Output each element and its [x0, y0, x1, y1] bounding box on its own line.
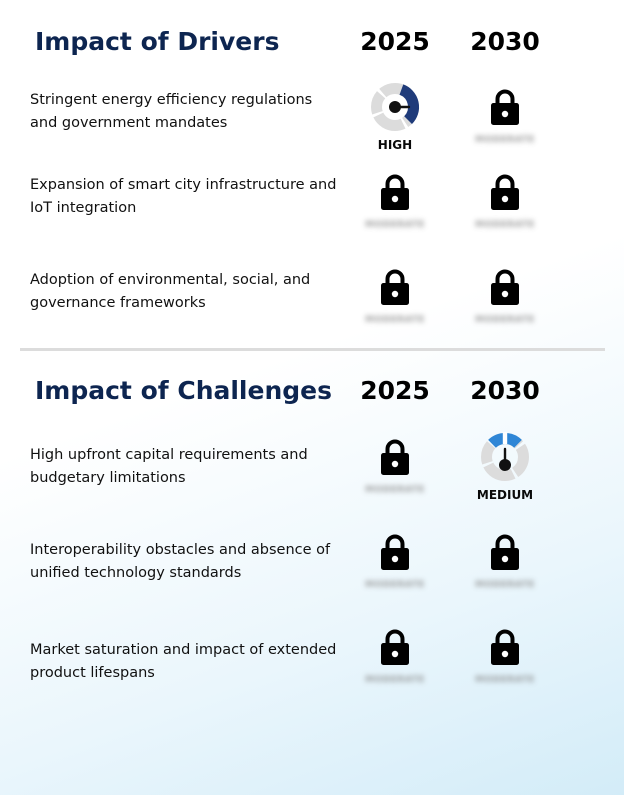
driver-label-3: Adoption of environmental, social, and g… — [30, 272, 311, 311]
drivers-year-2030: 2030 — [470, 27, 540, 56]
driver-2-2025-cell[interactable]: MODERATE — [350, 167, 440, 243]
lock-icon — [381, 439, 409, 475]
lock-icon — [381, 534, 409, 570]
challenge-label-2: Interoperability obstacles and absence o… — [30, 542, 331, 581]
challenge-1-2025-cell[interactable]: MODERATE — [350, 432, 440, 508]
gauge-medium-label: MEDIUM — [476, 488, 534, 502]
lock-icon — [491, 269, 519, 305]
lock-icon — [491, 629, 519, 665]
gauge-high-icon — [371, 83, 420, 131]
lock-icon — [381, 269, 409, 305]
challenge-label-1: High upfront capital requirements and bu… — [30, 447, 308, 486]
drivers-title: Impact of Drivers — [35, 27, 280, 56]
drivers-year-2025: 2025 — [360, 27, 430, 56]
lock-icon — [381, 629, 409, 665]
challenge-3-2030-cell[interactable]: MODERATE — [460, 622, 550, 698]
challenge-1-2030-cell: MEDIUM — [460, 432, 550, 508]
driver-3-2025-cell[interactable]: MODERATE — [350, 262, 440, 338]
challenges-year-2025: 2025 — [360, 376, 430, 405]
challenges-year-2030: 2030 — [470, 376, 540, 405]
locked-value: MODERATE — [365, 315, 425, 325]
lock-icon — [491, 89, 519, 125]
driver-label-1: Stringent energy efficiency regulations … — [30, 92, 313, 131]
driver-1-2025-cell: HIGH — [350, 82, 440, 158]
challenge-3-2025-cell[interactable]: MODERATE — [350, 622, 440, 698]
section-divider — [20, 348, 605, 351]
lock-icon — [381, 174, 409, 210]
driver-2-2030-cell[interactable]: MODERATE — [460, 167, 550, 243]
locked-value: MODERATE — [475, 135, 535, 145]
driver-1-2030-cell[interactable]: MODERATE — [460, 82, 550, 158]
locked-value: MODERATE — [365, 220, 425, 230]
lock-icon — [491, 534, 519, 570]
locked-value: MODERATE — [475, 315, 535, 325]
driver-label-2: Expansion of smart city infrastructure a… — [30, 177, 337, 216]
challenge-label-3: Market saturation and impact of extended… — [30, 642, 337, 681]
lock-icon — [491, 174, 519, 210]
locked-value: MODERATE — [475, 580, 535, 590]
locked-value: MODERATE — [365, 580, 425, 590]
locked-value: MODERATE — [475, 675, 535, 685]
driver-3-2030-cell[interactable]: MODERATE — [460, 262, 550, 338]
challenge-2-2030-cell[interactable]: MODERATE — [460, 527, 550, 603]
challenges-title: Impact of Challenges — [35, 376, 332, 405]
gauge-high-label: HIGH — [377, 138, 413, 152]
locked-value: MODERATE — [365, 675, 425, 685]
challenge-2-2025-cell[interactable]: MODERATE — [350, 527, 440, 603]
locked-value: MODERATE — [365, 485, 425, 495]
locked-value: MODERATE — [475, 220, 535, 230]
gauge-medium-icon — [481, 432, 529, 481]
